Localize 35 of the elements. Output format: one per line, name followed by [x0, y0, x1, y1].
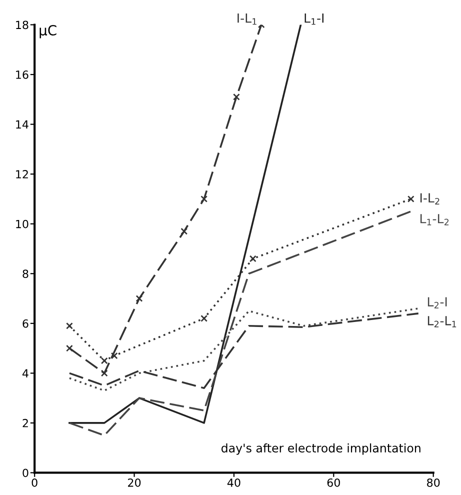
- point: [136, 295, 143, 302]
- x-tick-label: 80: [427, 478, 440, 487]
- series-label: L$_{1}$-I: [304, 14, 324, 25]
- y-tick-label: 0: [22, 468, 28, 478]
- y-tick-label: 6: [22, 319, 28, 328]
- x-tick-label: 40: [227, 478, 240, 487]
- series-label: L$_{2}$-L$_{1}$: [428, 316, 456, 328]
- point: [180, 228, 188, 235]
- y-tick-label: 2: [22, 418, 28, 428]
- y-axis-title: μC: [40, 24, 56, 38]
- point: [232, 93, 240, 100]
- point: [200, 195, 208, 202]
- y-tick-label: 12: [16, 170, 28, 178]
- x-tick-label: 60: [327, 478, 340, 487]
- series-label: L$_{2}$-I: [428, 297, 447, 308]
- x-tick-label: 20: [128, 478, 141, 487]
- point: [66, 322, 73, 330]
- point: [407, 195, 414, 202]
- series-label: I-L$_{2}$: [420, 193, 440, 204]
- y-tick-label: 18: [16, 20, 28, 30]
- x-tick-label: 0: [32, 478, 38, 487]
- series-label: L$_{1}$-L$_{2}$: [420, 214, 449, 226]
- point: [66, 344, 73, 352]
- point: [110, 352, 118, 360]
- series-label: I-L$_{1}$: [238, 14, 256, 25]
- y-tick-label: 16: [16, 70, 28, 79]
- point: [200, 314, 208, 322]
- point: [100, 370, 108, 377]
- y-tick-label: 10: [16, 220, 28, 228]
- y-tick-label: 14: [16, 120, 28, 129]
- y-tick-label: 4: [22, 369, 28, 378]
- y-tick-label: 8: [22, 270, 28, 278]
- point: [249, 255, 256, 262]
- x-axis-title: day's after electrode implantation: [221, 443, 420, 455]
- point: [100, 357, 108, 364]
